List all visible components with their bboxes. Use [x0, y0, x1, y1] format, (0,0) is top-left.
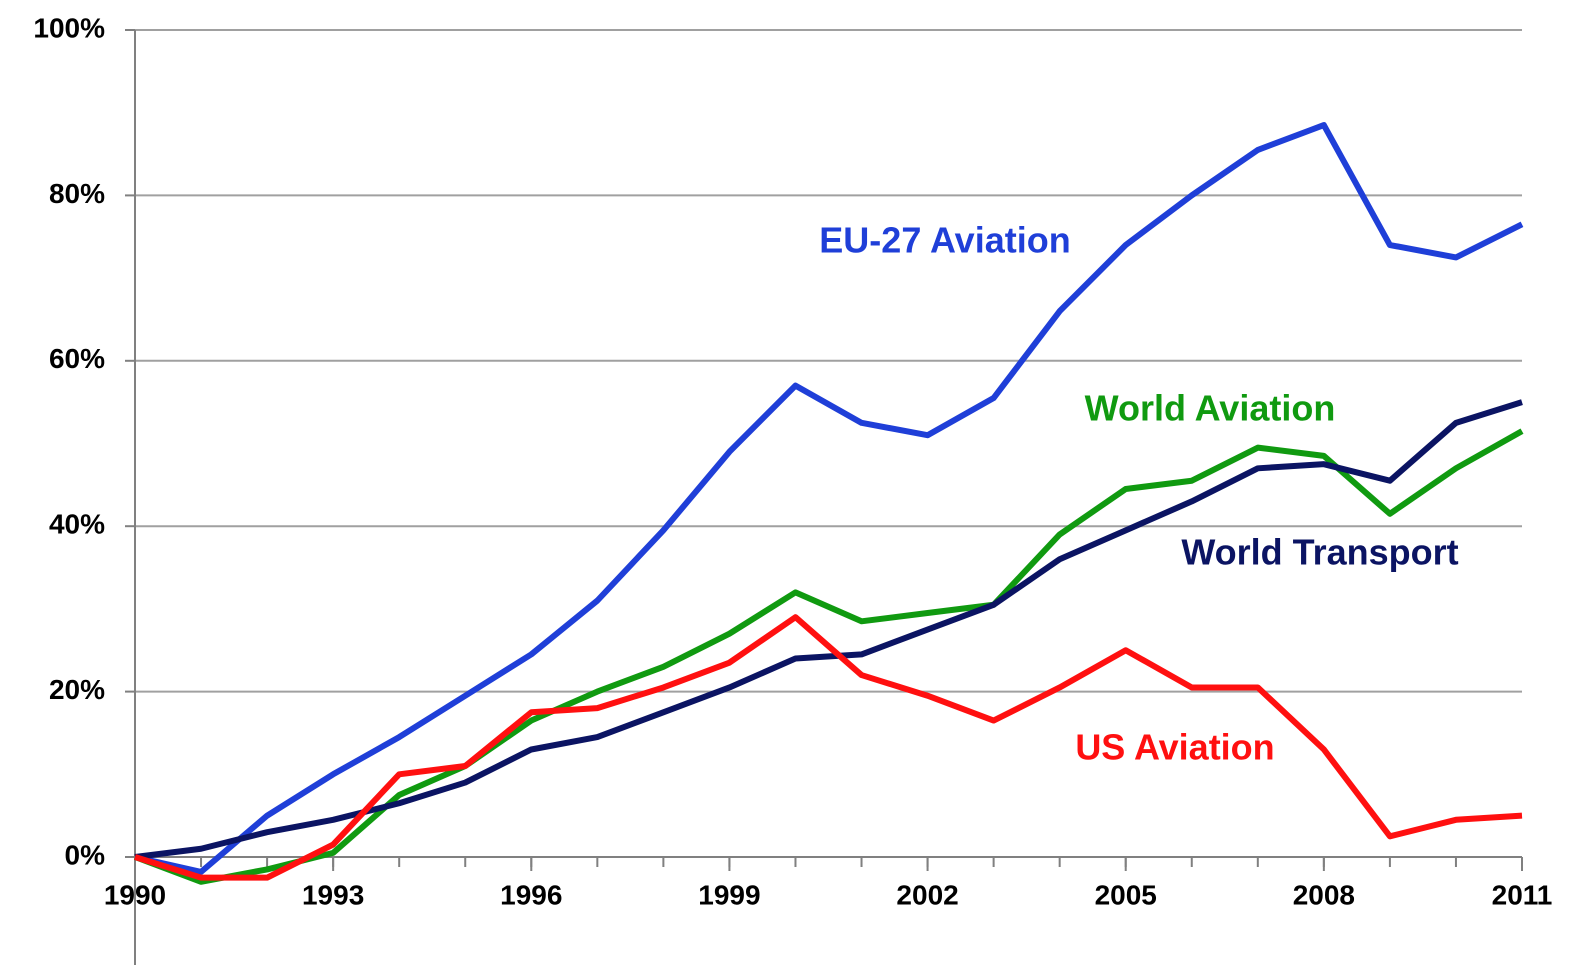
x-tick-label: 1999 [698, 879, 760, 910]
y-tick-label: 20% [49, 674, 105, 705]
series-label: World Aviation [1085, 388, 1336, 429]
y-tick-label: 80% [49, 178, 105, 209]
x-tick-label: 2008 [1293, 879, 1355, 910]
x-tick-label: 2011 [1492, 879, 1553, 910]
x-tick-label: 1990 [104, 879, 166, 910]
series-line [134, 614, 1523, 881]
x-tick-label: 2005 [1095, 879, 1157, 910]
series-line [134, 399, 1523, 860]
x-tick-label: 1996 [500, 879, 562, 910]
y-tick-label: 40% [49, 509, 105, 540]
y-tick-label: 100% [33, 12, 105, 43]
x-tick-label: 2002 [896, 879, 958, 910]
series-line [134, 122, 1524, 875]
series-line [133, 428, 1524, 885]
x-tick-label: 1993 [302, 879, 364, 910]
series-label: World Transport [1181, 532, 1458, 573]
y-tick-label: 60% [49, 343, 105, 374]
y-tick-label: 0% [65, 839, 106, 870]
series-label: EU-27 Aviation [819, 220, 1070, 261]
series-label: US Aviation [1075, 727, 1274, 768]
